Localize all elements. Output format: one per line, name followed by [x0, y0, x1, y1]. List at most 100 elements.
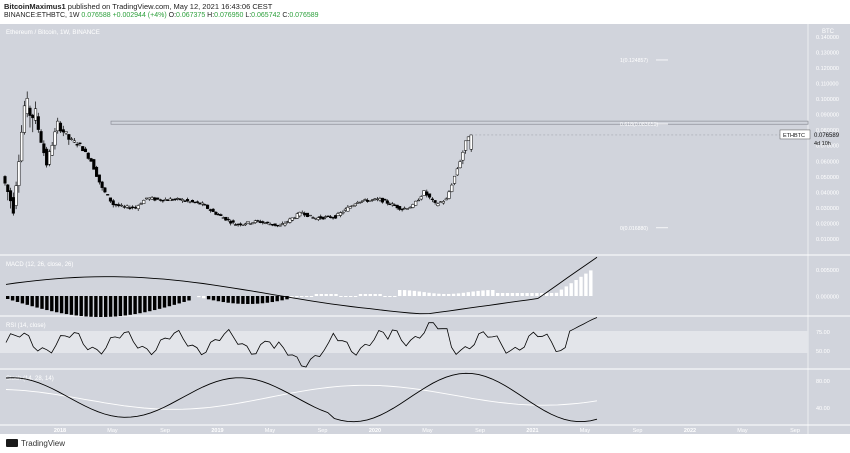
candle-body	[300, 212, 304, 214]
macd-bar	[255, 296, 260, 304]
rsi-line	[5, 317, 598, 368]
candle-body	[108, 197, 113, 202]
candle-body	[22, 105, 26, 133]
macd-bar	[20, 296, 25, 304]
candle-body	[239, 223, 243, 226]
macd-bar	[363, 294, 368, 296]
current-price-symbol: ETHBTC	[783, 133, 805, 139]
candle-body	[293, 217, 297, 220]
candle-body	[163, 199, 167, 201]
chart-background	[0, 24, 850, 434]
candle-body	[81, 146, 85, 152]
price-tick-label: 0.140000	[816, 35, 839, 41]
time-axis-label: Sep	[633, 428, 643, 434]
candle-body	[150, 197, 154, 200]
macd-bar	[251, 296, 255, 304]
macd-bar	[45, 296, 49, 311]
candle-body	[351, 205, 355, 208]
macd-bar	[79, 296, 83, 317]
macd-bar	[30, 296, 34, 307]
candle-body	[422, 190, 426, 196]
candle-body	[363, 198, 367, 201]
candle-body	[308, 214, 312, 217]
macd-bar	[236, 296, 240, 304]
footer: TradingView	[0, 434, 850, 453]
candle-body	[411, 204, 415, 208]
macd-bar	[246, 296, 250, 304]
author-name[interactable]: BitcoinMaximus1	[4, 2, 66, 11]
price-tick-label: 0.040000	[816, 190, 839, 196]
candle-body	[142, 200, 146, 204]
macd-bar	[491, 290, 495, 296]
trading-chart[interactable]: 0.140000 0.130000 0.120000 0.110000 0.100000…	[0, 24, 850, 434]
candle-body	[405, 208, 409, 210]
macd-bar	[304, 296, 309, 297]
candle-body	[144, 197, 149, 200]
macd-bar	[540, 293, 544, 296]
time-axis-label: 2018	[54, 428, 66, 434]
candle-body	[111, 200, 115, 206]
candle-body	[25, 98, 29, 114]
stoch-tick-label: 80.00	[816, 379, 830, 385]
candle-body	[346, 206, 350, 212]
candle-body	[67, 134, 71, 140]
macd-bar	[280, 296, 284, 301]
macd-bar	[295, 296, 299, 298]
candle-body	[53, 131, 57, 146]
candle-body	[461, 152, 465, 161]
candle-body	[147, 197, 151, 200]
macd-bar	[407, 290, 412, 296]
time-axis-label: 2019	[211, 428, 223, 434]
candle-body	[414, 200, 418, 206]
time-axis-label: Sep	[790, 428, 800, 434]
macd-bar	[549, 293, 554, 296]
candle-body	[319, 216, 323, 219]
candle-body	[114, 203, 118, 206]
macd-bar	[451, 293, 456, 296]
candle-body	[200, 202, 204, 205]
candle-body	[158, 199, 162, 201]
candle-body	[290, 217, 294, 221]
candle-body	[185, 199, 190, 202]
candle-body	[120, 204, 124, 207]
candle-body	[56, 120, 60, 132]
candle-body	[103, 187, 107, 193]
candle-body	[441, 201, 445, 204]
price-tick-label: 0.090000	[816, 113, 839, 119]
candle-body	[261, 221, 265, 223]
macd-bar	[334, 294, 338, 296]
macd-bar	[197, 296, 201, 298]
macd-bar	[64, 296, 69, 315]
candle-body	[416, 199, 421, 202]
macd-bar	[285, 296, 289, 300]
macd-bar	[442, 293, 446, 296]
candle-body	[283, 223, 287, 226]
macd-bar	[59, 296, 64, 314]
macd-bar	[520, 293, 524, 296]
candle-body	[343, 208, 347, 211]
macd-bar	[84, 296, 88, 317]
candle-body	[393, 204, 397, 206]
candle-body	[198, 202, 202, 205]
candle-body	[42, 143, 46, 154]
candle-body	[280, 223, 285, 225]
time-axis-label: Sep	[160, 428, 170, 434]
candle-body	[361, 200, 365, 202]
candle-body	[333, 215, 338, 219]
candle-body	[268, 223, 272, 226]
candle-body	[156, 197, 160, 200]
candle-body	[78, 142, 82, 144]
price-tick-label: 0.070000	[816, 144, 839, 150]
macd-bar	[417, 291, 421, 296]
macd-bar	[216, 296, 221, 302]
macd-bar	[545, 293, 549, 296]
current-price-value: 0.076589	[814, 133, 840, 139]
price-unit-label: BTC	[822, 29, 835, 35]
macd-bar	[412, 290, 417, 296]
macd-bar	[177, 296, 181, 304]
candle-body	[45, 148, 49, 166]
candle-body	[133, 207, 137, 209]
tradingview-brand[interactable]: TradingView	[6, 439, 65, 448]
macd-bar	[187, 296, 191, 301]
macd-bar	[373, 294, 377, 296]
